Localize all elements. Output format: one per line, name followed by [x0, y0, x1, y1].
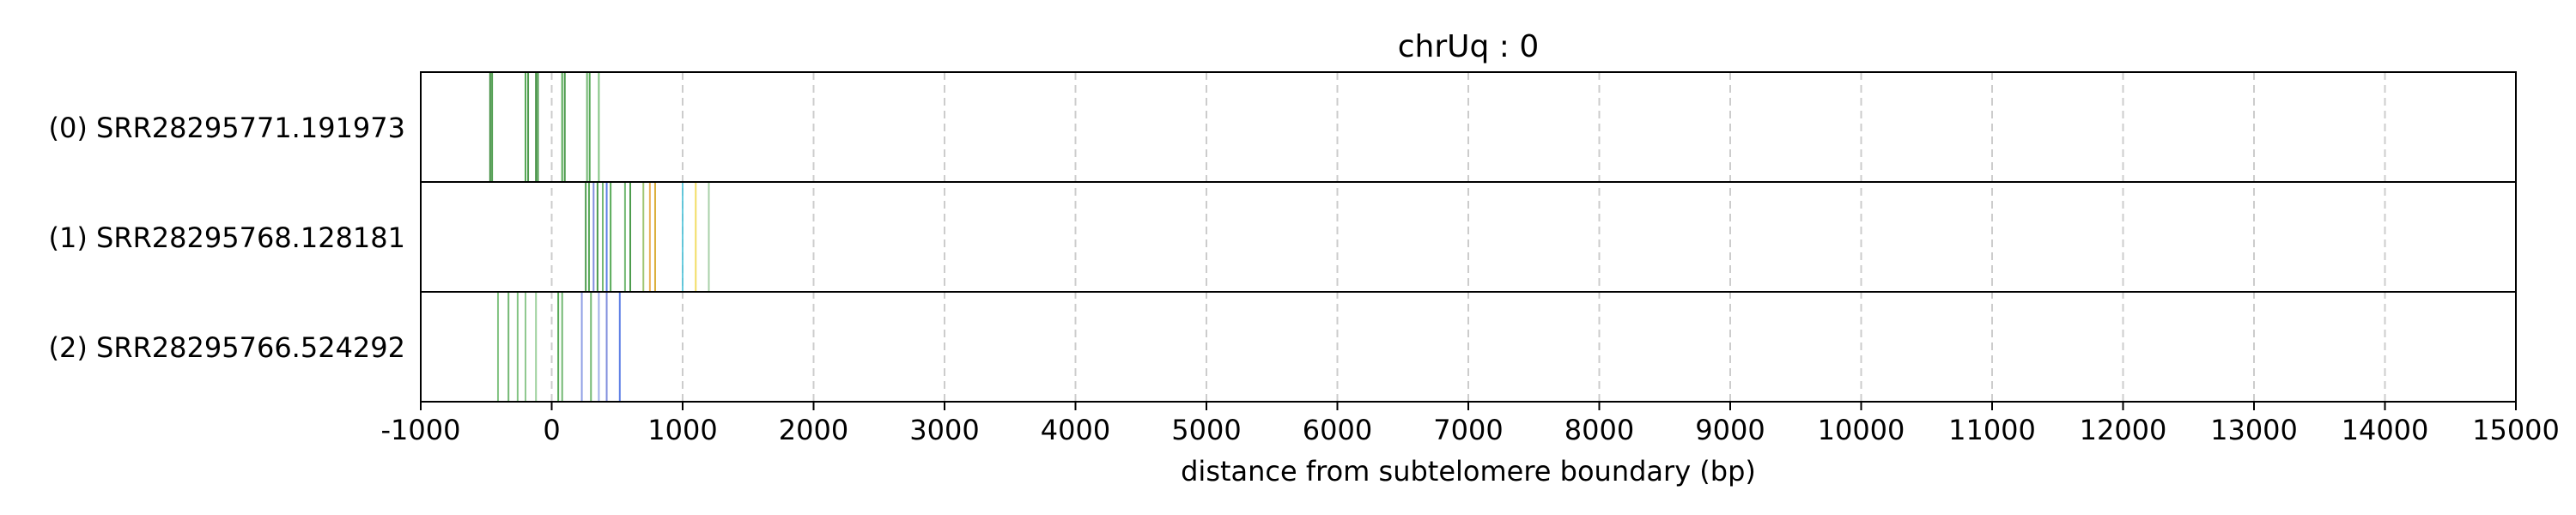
- x-tick-label: 11000: [1948, 414, 2036, 446]
- grid-layer: [420, 72, 2517, 402]
- row-label-layer: (0) SRR28295771.191973 (1) SRR28295768.12…: [49, 112, 405, 364]
- x-tick-label: 9000: [1695, 414, 1765, 446]
- x-tick-label: 5000: [1171, 414, 1241, 446]
- x-tick-label: 8000: [1564, 414, 1634, 446]
- x-tick-label: 12000: [2080, 414, 2167, 446]
- x-tick-label: 2000: [779, 414, 848, 446]
- x-tick-label: 15000: [2472, 414, 2560, 446]
- chart-title: chrUq : 0: [1398, 29, 1540, 64]
- x-tick-label: 0: [543, 414, 560, 446]
- row-label: (0) SRR28295771.191973: [49, 112, 405, 144]
- x-tick-label: 1000: [647, 414, 717, 446]
- x-tick-label: 14000: [2342, 414, 2429, 446]
- x-tick-label: -1000: [381, 414, 461, 446]
- x-axis-title: distance from subtelomere boundary (bp): [1181, 455, 1756, 488]
- marks-layer: [489, 72, 710, 402]
- x-tick-label: 4000: [1041, 414, 1110, 446]
- frame-layer: [420, 71, 2517, 403]
- x-tick-layer: -1000 0 1000 2000 3000 4000 5000 6000 7000 8000 90…: [381, 402, 2560, 446]
- row-frame: [420, 181, 2517, 293]
- row-label: (1) SRR28295768.128181: [49, 221, 405, 254]
- row-label: (2) SRR28295766.524292: [49, 331, 405, 364]
- x-tick-label: 7000: [1433, 414, 1503, 446]
- x-tick-label: 10000: [1818, 414, 1905, 446]
- x-tick-label: 3000: [909, 414, 979, 446]
- x-tick-label: 13000: [2210, 414, 2298, 446]
- x-tick-label: 6000: [1303, 414, 1372, 446]
